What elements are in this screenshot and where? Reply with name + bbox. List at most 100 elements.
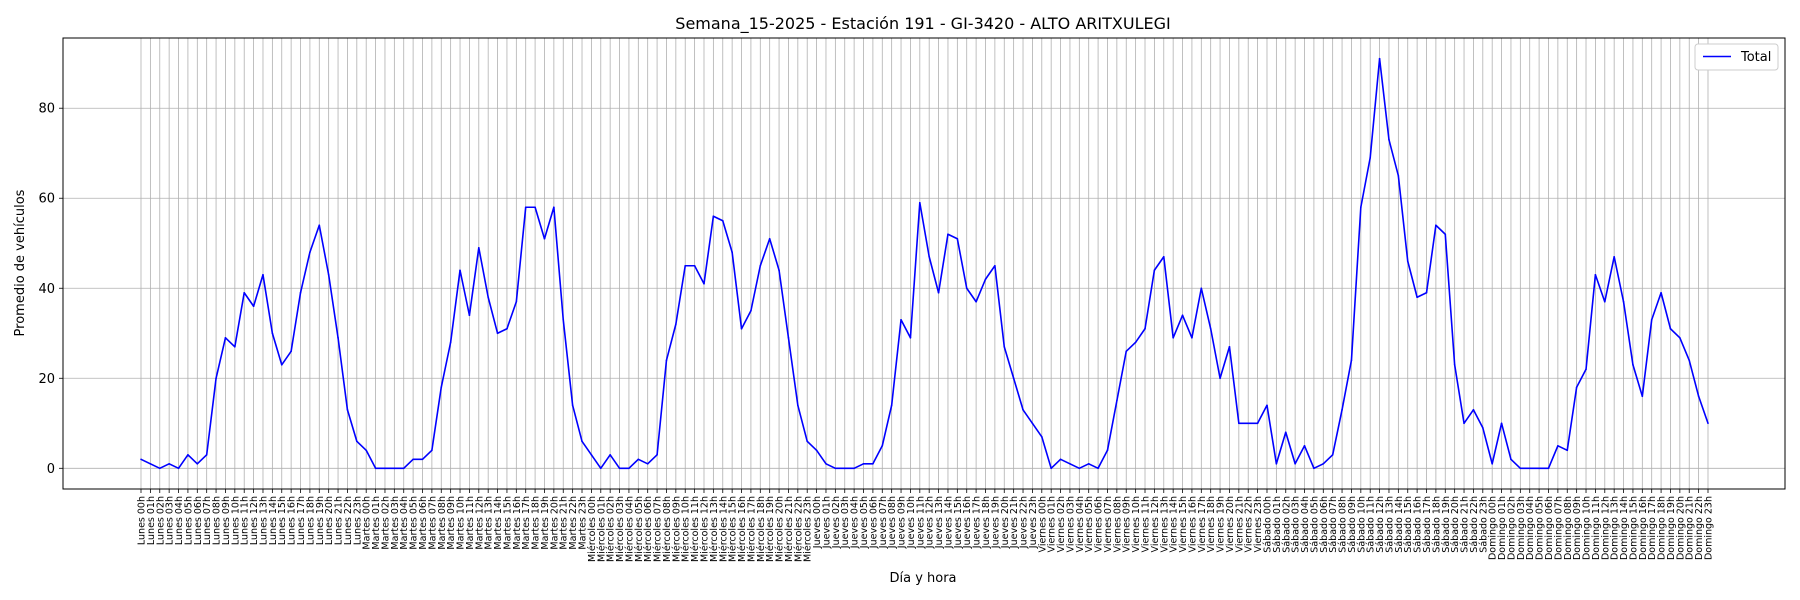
data-point xyxy=(356,440,358,443)
data-point xyxy=(1069,462,1071,465)
x-tick-label: Viernes 20h xyxy=(1225,496,1236,552)
x-tick-label: Miércoles 06h xyxy=(643,496,654,562)
data-point xyxy=(1388,138,1390,141)
data-point xyxy=(224,336,227,339)
x-tick-label: Jueves 07h xyxy=(878,496,889,549)
x-tick-label: Sábado 09h xyxy=(1347,496,1358,553)
x-tick-label: Miércoles 02h xyxy=(606,496,617,562)
x-tick-label: Jueves 03h xyxy=(840,496,851,549)
x-tick-label: Martes 20h xyxy=(549,496,560,550)
x-tick-label: Domingo 10h xyxy=(1582,496,1593,560)
data-point xyxy=(1406,260,1409,263)
x-tick-label: Martes 11h xyxy=(465,496,476,550)
data-point xyxy=(1444,233,1447,236)
x-tick-label: Viernes 21h xyxy=(1234,496,1245,552)
x-tick-label: Viernes 06h xyxy=(1094,496,1105,552)
x-tick-label: Martes 09h xyxy=(446,496,457,550)
data-point xyxy=(712,215,715,218)
x-tick-label: Viernes 04h xyxy=(1075,496,1086,552)
x-tick-label: Martes 03h xyxy=(390,496,401,550)
data-point xyxy=(262,273,264,276)
x-tick-label: Miércoles 04h xyxy=(624,496,635,562)
data-point xyxy=(1003,345,1006,348)
x-tick-label: Domingo 05h xyxy=(1535,496,1546,560)
data-point xyxy=(1134,341,1137,344)
data-point xyxy=(806,440,809,443)
data-point xyxy=(280,363,283,366)
x-tick-label: Jueves 14h xyxy=(943,496,954,549)
x-tick-label: Sábado 11h xyxy=(1366,496,1377,553)
data-point xyxy=(1106,449,1109,452)
data-point xyxy=(477,246,480,249)
x-tick-label: Martes 02h xyxy=(380,496,391,550)
data-point xyxy=(1313,467,1315,470)
x-tick-label: Domingo 22h xyxy=(1694,496,1705,560)
x-tick-label: Sábado 14h xyxy=(1394,496,1405,553)
data-point xyxy=(1491,462,1493,465)
x-tick-label: Viernes 18h xyxy=(1206,496,1217,552)
x-tick-label: Lunes 04h xyxy=(174,496,185,545)
data-point xyxy=(1622,300,1625,303)
data-point xyxy=(487,296,489,299)
x-tick-label: Sábado 22h xyxy=(1469,496,1480,553)
data-point xyxy=(909,336,912,339)
x-tick-label: Lunes 15h xyxy=(277,496,288,545)
y-tick-label: 0 xyxy=(47,462,55,477)
data-point xyxy=(1266,404,1268,407)
x-tick-label: Domingo 04h xyxy=(1525,496,1536,560)
data-point xyxy=(1031,422,1034,425)
data-point xyxy=(834,467,837,470)
data-point xyxy=(1350,359,1353,362)
x-tick-label: Martes 06h xyxy=(418,496,429,550)
data-point xyxy=(506,327,508,330)
data-point xyxy=(1641,395,1644,398)
data-point xyxy=(299,291,302,294)
data-point xyxy=(1557,444,1559,447)
legend: Total xyxy=(1694,43,1779,71)
data-point xyxy=(337,336,339,339)
data-point xyxy=(1425,291,1428,294)
data-point xyxy=(637,458,640,461)
x-tick-label: Martes 19h xyxy=(540,496,551,550)
data-point xyxy=(862,462,865,465)
x-tick-label: Lunes 21h xyxy=(334,496,345,545)
x-tick-label: Martes 13h xyxy=(484,496,495,550)
x-tick-label: Martes 14h xyxy=(493,496,504,550)
data-point xyxy=(431,449,433,452)
x-tick-label: Martes 04h xyxy=(399,496,410,550)
data-point xyxy=(1528,467,1531,470)
data-point xyxy=(140,458,142,461)
data-point xyxy=(693,264,696,267)
data-point xyxy=(346,408,349,411)
x-tick-label: Jueves 19h xyxy=(990,496,1001,549)
x-tick-label: Martes 01h xyxy=(371,496,382,550)
x-tick-label: Miércoles 23h xyxy=(803,496,814,562)
data-point xyxy=(947,233,949,236)
x-tick-label: Viernes 11h xyxy=(1141,496,1152,552)
x-tick-label: Sábado 03h xyxy=(1291,496,1302,553)
data-point xyxy=(881,444,884,447)
data-point xyxy=(675,323,677,326)
data-point xyxy=(1097,467,1099,470)
x-tick-label: Sábado 23h xyxy=(1478,496,1489,553)
x-tick-label: Domingo 20h xyxy=(1675,496,1686,560)
x-tick-label: Lunes 08h xyxy=(212,496,223,545)
x-tick-label: Lunes 12h xyxy=(249,496,260,545)
x-tick-label: Sábado 10h xyxy=(1356,496,1367,553)
data-point xyxy=(543,237,546,240)
data-point xyxy=(1191,336,1193,339)
data-point xyxy=(1566,449,1569,452)
y-gridlines xyxy=(63,107,1785,469)
data-point xyxy=(365,449,367,452)
data-point xyxy=(872,462,874,465)
data-point xyxy=(1219,377,1221,380)
data-point xyxy=(1435,224,1437,227)
data-point xyxy=(1059,458,1062,461)
x-tick-label: Domingo 03h xyxy=(1516,496,1527,560)
x-tick-label: Jueves 09h xyxy=(897,496,908,549)
data-point xyxy=(309,251,311,254)
x-tick-label: Sábado 21h xyxy=(1460,496,1471,553)
x-tick-label: Viernes 10h xyxy=(1131,496,1142,552)
data-point xyxy=(825,462,827,465)
